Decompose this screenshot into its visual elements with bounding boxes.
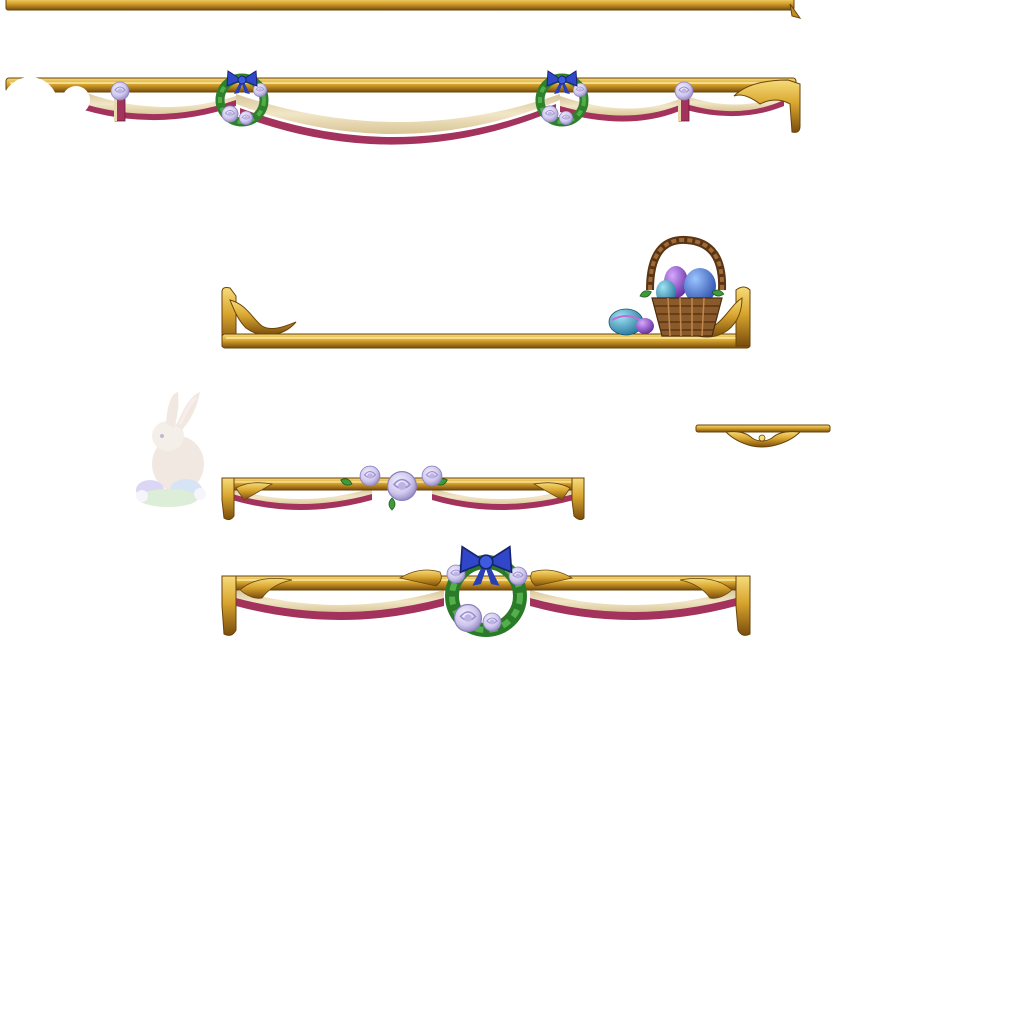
easter-bunny	[136, 392, 206, 507]
wreath-bow-icon	[445, 545, 528, 637]
plain-gold-bar	[5, 0, 802, 19]
wreath-icon	[215, 70, 269, 127]
rose-drape-short-bar	[221, 465, 585, 521]
wreath-bow-drape-bar	[221, 545, 751, 637]
bunny-icon	[136, 392, 206, 507]
rosette-icon	[110, 81, 130, 122]
easter-basket-icon	[608, 235, 727, 337]
wreath-drape-wide-bar	[2, 70, 801, 145]
rosette-icon	[674, 81, 694, 122]
egg-basket-frame	[221, 235, 751, 349]
wreath-icon	[535, 70, 589, 127]
small-gold-bracket	[695, 424, 831, 448]
